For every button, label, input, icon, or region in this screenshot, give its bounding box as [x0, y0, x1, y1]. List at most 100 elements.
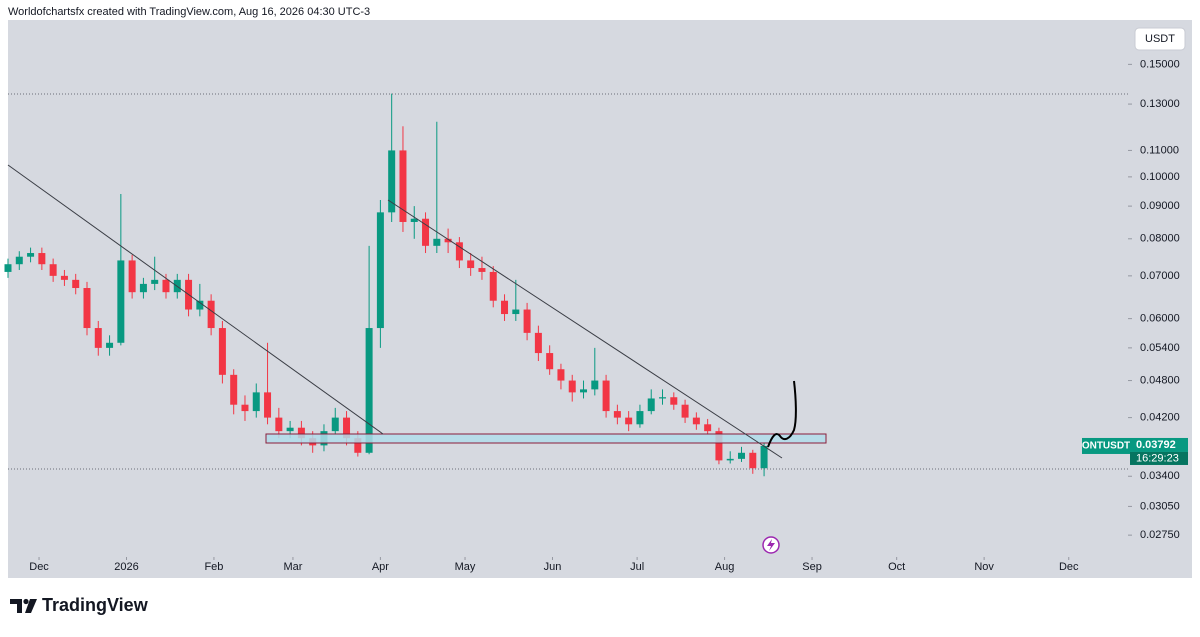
y-tick-label: 0.04200	[1140, 412, 1180, 424]
candle-body	[613, 411, 621, 418]
candle-body	[399, 150, 407, 222]
candle-body	[207, 300, 215, 329]
candle-body	[365, 328, 373, 453]
candle-body	[94, 328, 102, 348]
logo: TradingView	[10, 595, 149, 615]
candle-body	[218, 328, 226, 375]
candle-body	[139, 283, 147, 293]
x-tick-label: Dec	[1059, 561, 1079, 573]
y-tick-label: 0.03050	[1140, 500, 1180, 512]
candle-body	[455, 242, 463, 261]
brand-name: TradingView	[42, 595, 149, 615]
candle-body	[38, 253, 46, 265]
event-icon-bolt	[767, 539, 775, 551]
currency-button[interactable]	[1134, 27, 1186, 51]
trend-line	[7, 164, 384, 435]
candle-body	[343, 417, 351, 439]
candle-body	[501, 300, 509, 315]
candle-body	[591, 380, 599, 390]
candle-body	[546, 353, 554, 370]
candle-body	[49, 264, 57, 276]
chart-title: Worldofchartsfx created with TradingView…	[8, 6, 370, 18]
candle-body	[557, 369, 565, 381]
candle-body	[444, 238, 452, 243]
logo-mark	[10, 599, 22, 613]
candle-body	[264, 392, 272, 418]
currency-label: USDT	[1145, 33, 1175, 45]
candle-body	[726, 458, 734, 461]
countdown-tag	[1130, 451, 1188, 465]
x-tick-label: Nov	[974, 561, 994, 573]
last-price-tag	[1130, 437, 1188, 452]
x-tick-label: Jun	[544, 561, 562, 573]
y-tick-label: 0.11000	[1140, 144, 1179, 156]
x-tick-label: Jul	[630, 561, 644, 573]
logo-mark	[25, 599, 37, 613]
x-tick-label: Dec	[29, 561, 49, 573]
candle-body	[151, 279, 159, 284]
candle-body	[478, 268, 486, 272]
y-tick-label: 0.10000	[1140, 171, 1180, 183]
candle-body	[27, 253, 35, 257]
candle-body	[715, 431, 723, 461]
x-tick-label: Sep	[802, 561, 822, 573]
y-tick-label: 0.08000	[1140, 233, 1180, 245]
x-tick-label: Apr	[372, 561, 389, 573]
logo-mark	[23, 598, 29, 605]
candle-body	[83, 288, 91, 329]
x-tick-label: 2026	[114, 561, 138, 573]
candle-body	[4, 264, 12, 272]
candle-body	[760, 445, 768, 469]
countdown-label: 16:29:23	[1136, 452, 1179, 464]
y-tick-label: 0.04800	[1140, 374, 1180, 386]
candle-body	[275, 417, 283, 432]
candle-body	[354, 438, 362, 453]
candle-body	[602, 380, 610, 412]
candle-body	[196, 300, 204, 310]
symbol-tag	[1082, 437, 1130, 454]
trend-line	[387, 199, 783, 459]
candle-body	[580, 389, 588, 393]
candle-body	[388, 150, 396, 213]
candle-body	[230, 374, 238, 405]
y-tick-label: 0.02750	[1140, 529, 1180, 541]
candle-body	[60, 275, 68, 280]
candle-body	[433, 238, 441, 246]
plot-area	[4, 93, 768, 477]
candle-body	[749, 452, 757, 469]
candle-body	[625, 417, 633, 425]
candle-body	[523, 309, 531, 333]
symbol-label: ONTUSDT	[1082, 441, 1130, 452]
y-tick-label: 0.03400	[1140, 470, 1180, 482]
support-zone	[265, 433, 827, 444]
y-tick-label: 0.05400	[1140, 342, 1180, 354]
candle-body	[15, 256, 23, 265]
x-tick-label: Mar	[283, 561, 302, 573]
projection-sketch	[767, 380, 797, 448]
drawings	[7, 93, 1128, 554]
candle-body	[252, 392, 260, 412]
candle-body	[670, 397, 678, 405]
candle-body	[512, 309, 520, 315]
candle-body	[489, 271, 497, 301]
y-tick-label: 0.13000	[1140, 98, 1180, 110]
candle-body	[681, 404, 689, 418]
x-tick-label: Feb	[204, 561, 223, 573]
candle-body	[410, 218, 418, 222]
candle-body	[331, 417, 339, 432]
candle-body	[467, 260, 475, 269]
candle-body	[162, 279, 170, 293]
candle-body	[636, 411, 644, 425]
candle-body	[422, 218, 430, 246]
y-tick-label: 0.06000	[1140, 313, 1180, 325]
y-tick-label: 0.09000	[1140, 200, 1180, 212]
x-tick-label: May	[455, 561, 476, 573]
candle-body	[117, 260, 125, 343]
candle-body	[297, 427, 305, 439]
x-tick-label: Oct	[888, 561, 905, 573]
candle-body	[286, 427, 294, 432]
candle-body	[534, 332, 542, 354]
candle-body	[106, 342, 114, 348]
